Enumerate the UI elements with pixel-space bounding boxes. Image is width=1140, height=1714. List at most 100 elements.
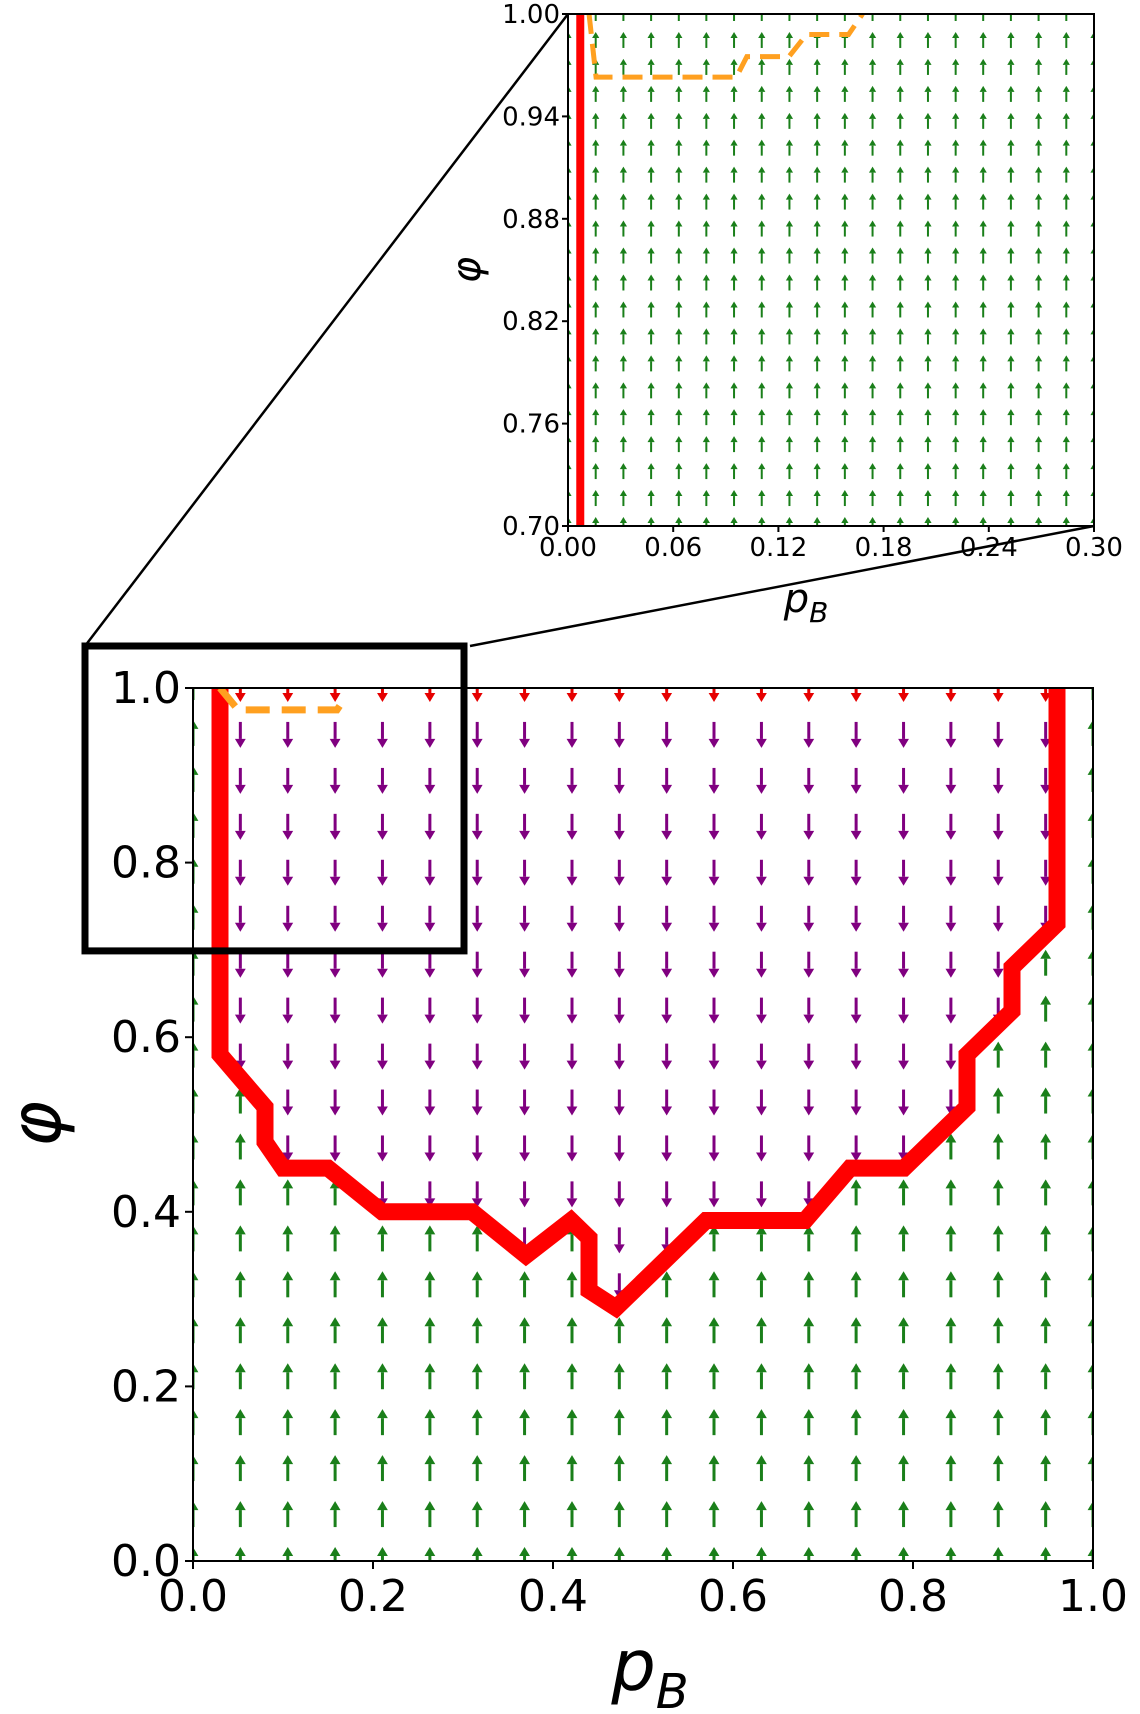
- vector-arrow-head: [329, 1547, 341, 1556]
- vector-arrow: [424, 1271, 436, 1298]
- vector-arrow-head: [841, 355, 849, 362]
- vector-arrow: [952, 463, 960, 480]
- vector-arrow: [1087, 1225, 1093, 1252]
- vector-arrow: [841, 166, 849, 183]
- vector-arrow: [282, 905, 294, 932]
- vector-arrow-head: [647, 517, 655, 523]
- vector-arrow-head: [519, 1547, 530, 1556]
- vector-arrow: [992, 1501, 1004, 1528]
- vector-arrow: [566, 1043, 578, 1070]
- vector-arrow-head: [868, 85, 877, 92]
- vector-arrow-head: [702, 355, 710, 362]
- vector-arrow: [850, 688, 862, 702]
- vector-arrow-head: [841, 58, 849, 65]
- vector-arrow-head: [730, 166, 738, 173]
- vector-arrow: [377, 951, 388, 978]
- vector-arrow-head: [1034, 166, 1043, 173]
- vector-arrow-head: [424, 1455, 436, 1465]
- vector-arrow-head: [329, 1409, 341, 1419]
- vector-arrow-head: [234, 1225, 246, 1235]
- vector-arrow-head: [471, 693, 483, 702]
- vector-arrow-head: [1034, 193, 1043, 200]
- vector-arrow-head: [1007, 463, 1015, 470]
- vector-arrow: [952, 139, 960, 156]
- vector-arrow: [675, 193, 683, 210]
- vector-arrow: [702, 166, 710, 183]
- vector-arrow: [619, 220, 628, 237]
- vector-arrow-head: [377, 1106, 388, 1116]
- vector-arrow-head: [813, 409, 821, 416]
- vector-arrow: [234, 997, 246, 1024]
- vector-arrow: [803, 813, 815, 840]
- vector-arrow: [898, 1501, 909, 1528]
- vector-arrow-head: [377, 1271, 388, 1281]
- vector-arrow: [592, 328, 600, 345]
- vector-arrow-head: [193, 765, 199, 775]
- vector-arrow-head: [813, 463, 821, 470]
- vector-arrow: [841, 463, 849, 480]
- vector-arrow: [1062, 355, 1070, 372]
- vector-arrow-head: [945, 1179, 957, 1189]
- vector-arrow-head: [803, 693, 815, 702]
- vector-arrow-head: [841, 301, 849, 308]
- vector-arrow: [1062, 85, 1070, 102]
- vector-arrow-head: [945, 968, 957, 978]
- vector-arrow: [979, 436, 987, 453]
- y-tick-label: 0.88: [502, 205, 560, 235]
- vector-arrow: [785, 31, 794, 48]
- vector-arrow-head: [424, 1363, 436, 1373]
- vector-arrow-head: [992, 1179, 1004, 1189]
- vector-arrow-head: [424, 922, 436, 932]
- vector-arrow: [193, 1317, 199, 1344]
- vector-arrow-head: [868, 517, 877, 523]
- vector-arrow: [377, 1043, 388, 1070]
- vector-arrow-head: [952, 247, 960, 254]
- vector-arrow-head: [952, 490, 960, 497]
- vector-arrow: [329, 1455, 341, 1482]
- vector-arrow-head: [979, 58, 987, 65]
- vector-arrow-head: [896, 436, 904, 443]
- vector-arrow-head: [730, 355, 738, 362]
- vector-arrow-head: [702, 112, 710, 119]
- vector-arrow: [785, 58, 794, 75]
- vector-arrow: [803, 1363, 815, 1390]
- vector-arrow: [896, 166, 904, 183]
- vector-arrow-head: [675, 5, 682, 11]
- vector-arrow: [1009, 14, 1012, 21]
- vector-arrow-head: [1062, 517, 1070, 523]
- vector-arrow: [1040, 813, 1052, 840]
- vector-arrow-head: [952, 436, 960, 443]
- vector-arrow: [424, 1043, 436, 1070]
- vector-arrow: [896, 139, 904, 156]
- vector-arrow: [803, 1225, 815, 1252]
- vector-arrow-head: [661, 1409, 673, 1419]
- vector-arrow-head: [1040, 1041, 1052, 1051]
- vector-arrow: [661, 1181, 673, 1208]
- vector-arrow: [702, 58, 710, 75]
- vector-arrow: [841, 355, 849, 372]
- vector-arrow: [592, 193, 600, 210]
- vector-arrow-head: [702, 517, 710, 523]
- vector-arrow-head: [592, 166, 600, 173]
- vector-arrow-head: [756, 1455, 767, 1465]
- vector-arrow: [1007, 112, 1015, 129]
- vector-arrow-head: [1087, 719, 1093, 729]
- vector-arrow-head: [648, 5, 655, 11]
- y-tick-label: 0.4: [111, 1187, 181, 1238]
- vector-arrow-head: [377, 693, 388, 702]
- vector-arrow-head: [519, 784, 530, 794]
- vector-arrow: [661, 1501, 673, 1528]
- vector-arrow-head: [979, 355, 987, 362]
- vector-arrow: [424, 1135, 436, 1162]
- vector-arrow-head: [675, 382, 683, 389]
- vector-arrow: [702, 463, 710, 480]
- vector-arrow-head: [471, 1455, 483, 1465]
- vector-arrow: [329, 688, 341, 702]
- vector-arrow: [952, 85, 960, 102]
- vector-arrow: [519, 859, 530, 886]
- vector-arrow: [785, 355, 794, 372]
- vector-arrow: [898, 997, 909, 1024]
- vector-arrow: [592, 355, 600, 372]
- vector-arrow-head: [803, 968, 815, 978]
- vector-arrow-head: [619, 355, 628, 362]
